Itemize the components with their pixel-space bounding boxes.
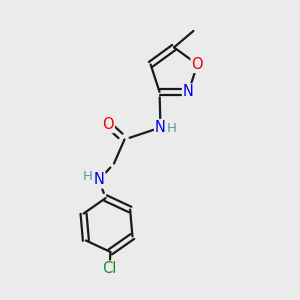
Text: O: O (102, 117, 114, 132)
Text: N: N (94, 172, 104, 188)
Text: Cl: Cl (103, 262, 117, 277)
Text: H: H (167, 122, 177, 136)
Text: H: H (83, 170, 92, 184)
Text: N: N (155, 120, 166, 135)
Text: N: N (183, 84, 194, 99)
Text: O: O (192, 57, 203, 72)
